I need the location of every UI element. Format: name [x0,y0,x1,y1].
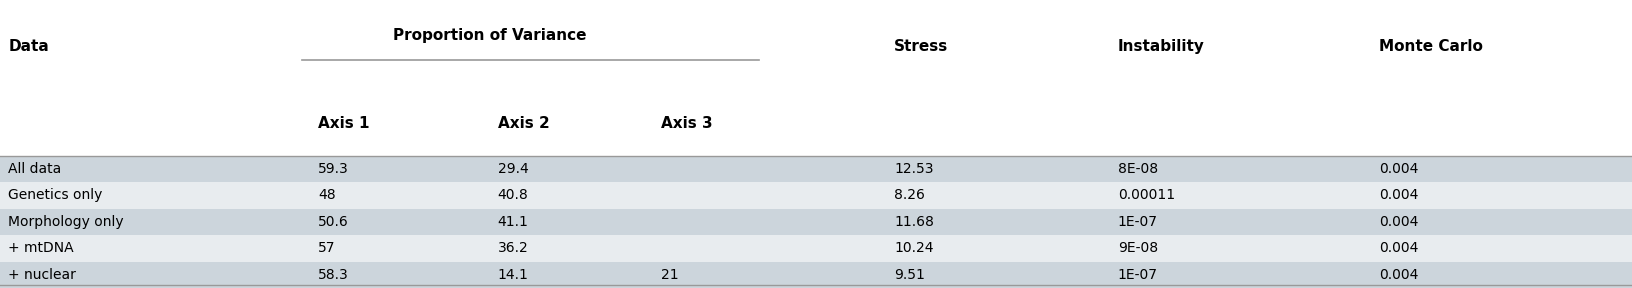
Text: 36.2: 36.2 [498,241,529,255]
Text: 0.004: 0.004 [1379,188,1418,202]
Bar [0,156,1632,182]
Text: 29.4: 29.4 [498,162,529,176]
Text: 0.004: 0.004 [1379,162,1418,176]
Text: Stress: Stress [894,39,948,54]
Text: Axis 1: Axis 1 [318,116,370,131]
Text: 58.3: 58.3 [318,268,349,282]
Text: 12.53: 12.53 [894,162,934,176]
Text: Proportion of Variance: Proportion of Variance [393,28,586,43]
Text: 1E-07: 1E-07 [1118,268,1159,282]
Text: 0.004: 0.004 [1379,215,1418,229]
Text: 1E-07: 1E-07 [1118,215,1159,229]
Bar [0,235,1632,262]
Bar [0,92,1632,156]
Text: + nuclear: + nuclear [8,268,77,282]
Text: Instability: Instability [1118,39,1204,54]
Text: Genetics only: Genetics only [8,188,103,202]
Text: 41.1: 41.1 [498,215,529,229]
Text: 9E-08: 9E-08 [1118,241,1159,255]
Bar [0,182,1632,209]
Text: 59.3: 59.3 [318,162,349,176]
Text: All data: All data [8,162,62,176]
Text: 21: 21 [661,268,679,282]
Text: 48: 48 [318,188,336,202]
Text: 40.8: 40.8 [498,188,529,202]
Text: 10.24: 10.24 [894,241,934,255]
Text: 14.1: 14.1 [498,268,529,282]
Text: 0.004: 0.004 [1379,268,1418,282]
Text: + mtDNA: + mtDNA [8,241,73,255]
Text: Data: Data [8,39,49,54]
Text: 50.6: 50.6 [318,215,349,229]
Text: 0.00011: 0.00011 [1118,188,1175,202]
Text: Axis 3: Axis 3 [661,116,713,131]
Bar [0,209,1632,235]
Text: Axis 2: Axis 2 [498,116,550,131]
Text: 9.51: 9.51 [894,268,925,282]
Text: 0.004: 0.004 [1379,241,1418,255]
Text: 8.26: 8.26 [894,188,925,202]
Bar [0,262,1632,288]
Text: 8E-08: 8E-08 [1118,162,1159,176]
Text: Morphology only: Morphology only [8,215,124,229]
Bar [0,0,1632,92]
Text: 57: 57 [318,241,336,255]
Text: 11.68: 11.68 [894,215,934,229]
Text: Monte Carlo: Monte Carlo [1379,39,1483,54]
